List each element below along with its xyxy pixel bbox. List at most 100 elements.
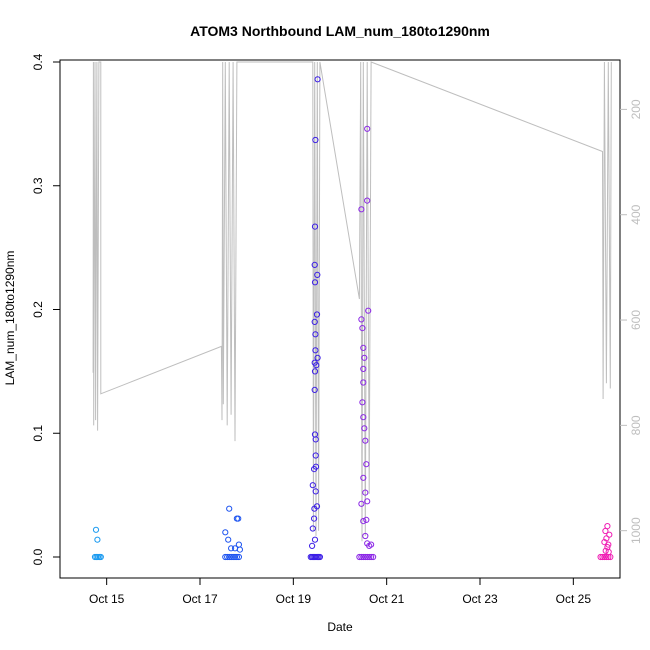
data-point: [316, 553, 323, 561]
data-point: [222, 553, 229, 561]
data-point: [226, 505, 233, 512]
secondary-series-line: [92, 61, 612, 542]
data-point: [358, 553, 365, 561]
data-point: [605, 553, 612, 561]
data-point: [356, 553, 363, 561]
y2-tick-label: 1000: [629, 517, 643, 544]
data-point: [233, 553, 240, 561]
data-point: [606, 531, 613, 538]
data-point: [366, 553, 373, 561]
data-point: [309, 542, 316, 550]
data-point: [368, 541, 375, 548]
data-point: [360, 379, 367, 386]
data-point: [358, 500, 365, 507]
y-axis-label: LAM_num_180to1290nm: [3, 251, 17, 386]
y-axis: 0.0 0.1 0.2 0.3 0.4: [31, 53, 60, 565]
y2-tick-label: 400: [629, 204, 643, 224]
data-point: [312, 488, 319, 495]
data-point: [235, 541, 242, 548]
data-point: [309, 482, 316, 489]
data-point: [364, 197, 371, 204]
data-point: [601, 553, 608, 561]
data-point: [358, 316, 365, 323]
y2-axis: 200 400 600 800 1000: [620, 99, 643, 544]
data-point: [311, 466, 318, 473]
points-layer: [91, 76, 614, 561]
data-point: [363, 461, 370, 468]
data-point: [362, 553, 369, 561]
x-tick-label: Oct 21: [369, 592, 405, 606]
x-axis-label: Date: [327, 620, 353, 634]
data-point: [311, 386, 318, 393]
data-point: [360, 344, 367, 351]
y2-tick-label: 600: [629, 310, 643, 330]
data-point: [607, 553, 614, 561]
data-point: [235, 515, 242, 522]
y-tick-label: 0.1: [31, 425, 45, 442]
data-point: [313, 362, 320, 369]
data-point: [311, 368, 319, 375]
data-point: [362, 532, 369, 540]
data-point: [599, 553, 606, 561]
data-point: [364, 498, 371, 505]
data-point: [97, 553, 104, 561]
data-point: [311, 279, 319, 286]
y2-tick-label: 800: [629, 415, 643, 435]
secondary-line-layer: [92, 61, 612, 542]
data-point: [314, 271, 321, 278]
data-point: [312, 331, 319, 338]
data-point: [311, 515, 318, 522]
y-tick-label: 0.3: [31, 177, 45, 194]
data-point: [360, 474, 367, 481]
data-point: [597, 553, 604, 561]
data-point: [360, 365, 367, 372]
data-point: [361, 354, 368, 361]
x-axis: Oct 15 Oct 17 Oct 19 Oct 21 Oct 23 Oct 25: [89, 578, 591, 606]
data-point: [312, 436, 319, 443]
y-tick-label: 0.2: [31, 301, 45, 318]
data-point: [312, 136, 319, 144]
data-point: [309, 525, 316, 532]
data-point: [231, 553, 239, 561]
data-point: [314, 354, 321, 361]
data-point: [365, 307, 372, 314]
data-point: [362, 437, 369, 444]
data-point: [94, 536, 101, 543]
y-tick-label: 0.0: [31, 548, 45, 565]
data-point: [361, 425, 368, 432]
data-point: [226, 553, 233, 561]
data-point: [603, 553, 610, 561]
data-point: [312, 347, 319, 354]
plot-frame: [59, 59, 621, 579]
data-point: [362, 489, 369, 496]
data-point: [360, 553, 367, 561]
data-point: [92, 526, 100, 533]
data-point: [311, 261, 318, 268]
data-point: [360, 414, 367, 421]
data-point: [235, 553, 242, 561]
data-point: [236, 546, 243, 553]
data-point: [364, 553, 371, 561]
data-point: [228, 553, 235, 561]
y-tick-label: 0.4: [31, 53, 45, 70]
data-point: [313, 311, 321, 318]
data-point: [370, 553, 377, 561]
x-tick-label: Oct 25: [556, 592, 592, 606]
data-point: [364, 125, 371, 132]
data-point: [312, 452, 319, 459]
data-point: [360, 518, 367, 525]
data-point: [359, 325, 366, 332]
x-tick-label: Oct 19: [276, 592, 312, 606]
data-point: [368, 553, 375, 561]
data-point: [602, 527, 609, 535]
x-tick-label: Oct 15: [89, 592, 125, 606]
data-point: [314, 76, 321, 83]
y2-tick-label: 200: [629, 99, 643, 119]
data-point: [359, 399, 366, 406]
data-point: [311, 505, 318, 512]
data-point: [225, 536, 232, 543]
data-point: [222, 529, 229, 536]
data-point: [228, 545, 235, 552]
data-point: [602, 547, 609, 554]
